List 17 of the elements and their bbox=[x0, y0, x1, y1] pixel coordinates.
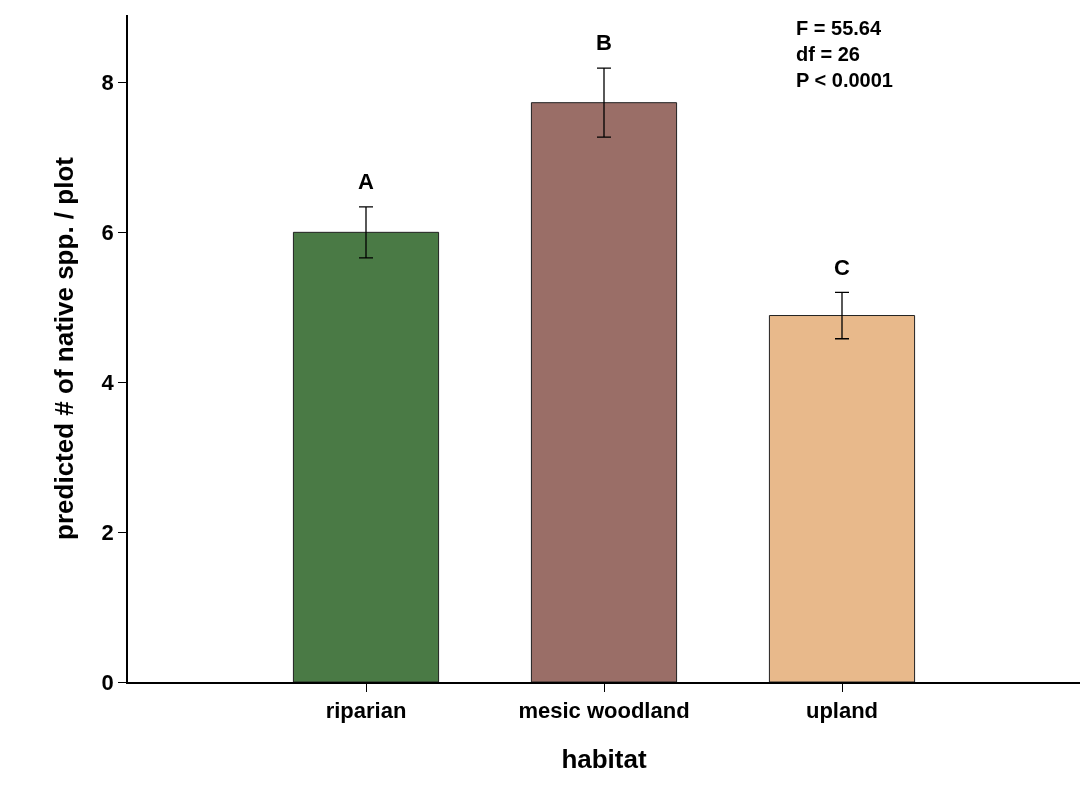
x-tick-label: upland bbox=[805, 698, 879, 724]
x-tick-label: riparian bbox=[325, 698, 407, 724]
y-tick-label: 2 bbox=[101, 519, 114, 545]
y-axis-title: predicted # of native spp. / plot bbox=[49, 156, 80, 540]
y-tick-label: 4 bbox=[101, 369, 115, 395]
y-tick-label: 8 bbox=[101, 70, 114, 96]
bar bbox=[292, 231, 440, 682]
y-tick-label: 0 bbox=[101, 669, 114, 695]
y-tick-label: 6 bbox=[101, 220, 114, 246]
x-tick-label: mesic woodland bbox=[518, 698, 690, 724]
bar bbox=[768, 315, 916, 682]
annotation: C bbox=[834, 255, 850, 280]
annotation: F = 55.64 df = 26 P < 0.0001 bbox=[796, 17, 893, 91]
x-axis-title: habitat bbox=[561, 744, 647, 775]
annotation: A bbox=[358, 169, 374, 194]
annotation: B bbox=[596, 30, 612, 55]
bar bbox=[530, 102, 678, 682]
